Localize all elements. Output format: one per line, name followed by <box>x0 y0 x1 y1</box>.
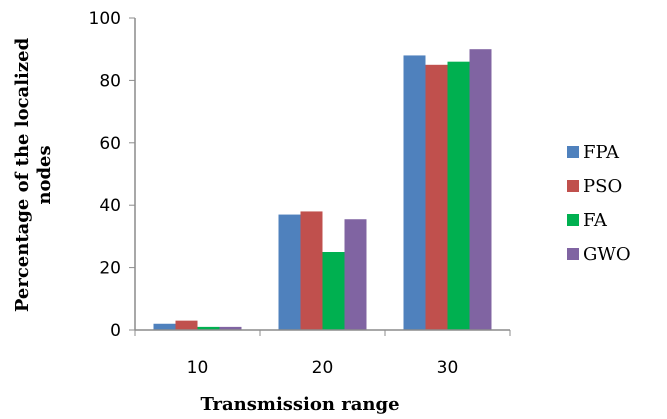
x-axis-ticks: 10 20 30 <box>134 330 511 378</box>
bar-fpa-30 <box>403 55 426 330</box>
x-tick-label: 30 <box>437 358 459 378</box>
x-tick-label: 20 <box>312 358 334 378</box>
y-tick-label: 80 <box>99 71 121 91</box>
y-tick-label: 60 <box>99 134 121 154</box>
legend-label-gwo: GWO <box>583 244 631 265</box>
x-axis-title: Transmission range <box>200 394 399 415</box>
chart-bars <box>153 49 492 331</box>
legend-swatch-fa <box>567 214 579 226</box>
y-tick-label: 40 <box>99 196 121 216</box>
bar-fa-20 <box>322 252 345 330</box>
bar-gwo-30 <box>469 49 492 330</box>
y-axis-ticks: 0 20 40 60 80 100 <box>89 9 135 341</box>
bar-fa-10 <box>197 326 220 330</box>
bar-fa-30 <box>447 61 470 331</box>
x-tick-label: 10 <box>187 358 209 378</box>
legend-label-pso: PSO <box>583 176 622 197</box>
bar-fpa-20 <box>278 214 301 330</box>
bar-gwo-10 <box>219 326 242 330</box>
y-tick-label: 0 <box>110 321 121 341</box>
bar-pso-20 <box>300 211 323 330</box>
legend-swatch-gwo <box>567 248 579 260</box>
bar-gwo-20 <box>344 219 367 330</box>
y-axis-title-line-2: nodes <box>34 145 55 204</box>
legend: FPA PSO FA GWO <box>567 142 631 265</box>
legend-swatch-fpa <box>567 146 579 158</box>
y-tick-label: 20 <box>99 259 121 279</box>
y-axis-title-group: Percentage of the localized nodes <box>12 37 55 312</box>
y-axis-title-line-1: Percentage of the localized <box>12 37 33 312</box>
bar-pso-10 <box>175 320 198 330</box>
legend-label-fa: FA <box>583 210 608 231</box>
y-tick-label: 100 <box>89 9 121 29</box>
legend-label-fpa: FPA <box>583 142 620 163</box>
bar-pso-30 <box>425 64 448 331</box>
bar-fpa-10 <box>153 323 176 330</box>
legend-swatch-pso <box>567 180 579 192</box>
